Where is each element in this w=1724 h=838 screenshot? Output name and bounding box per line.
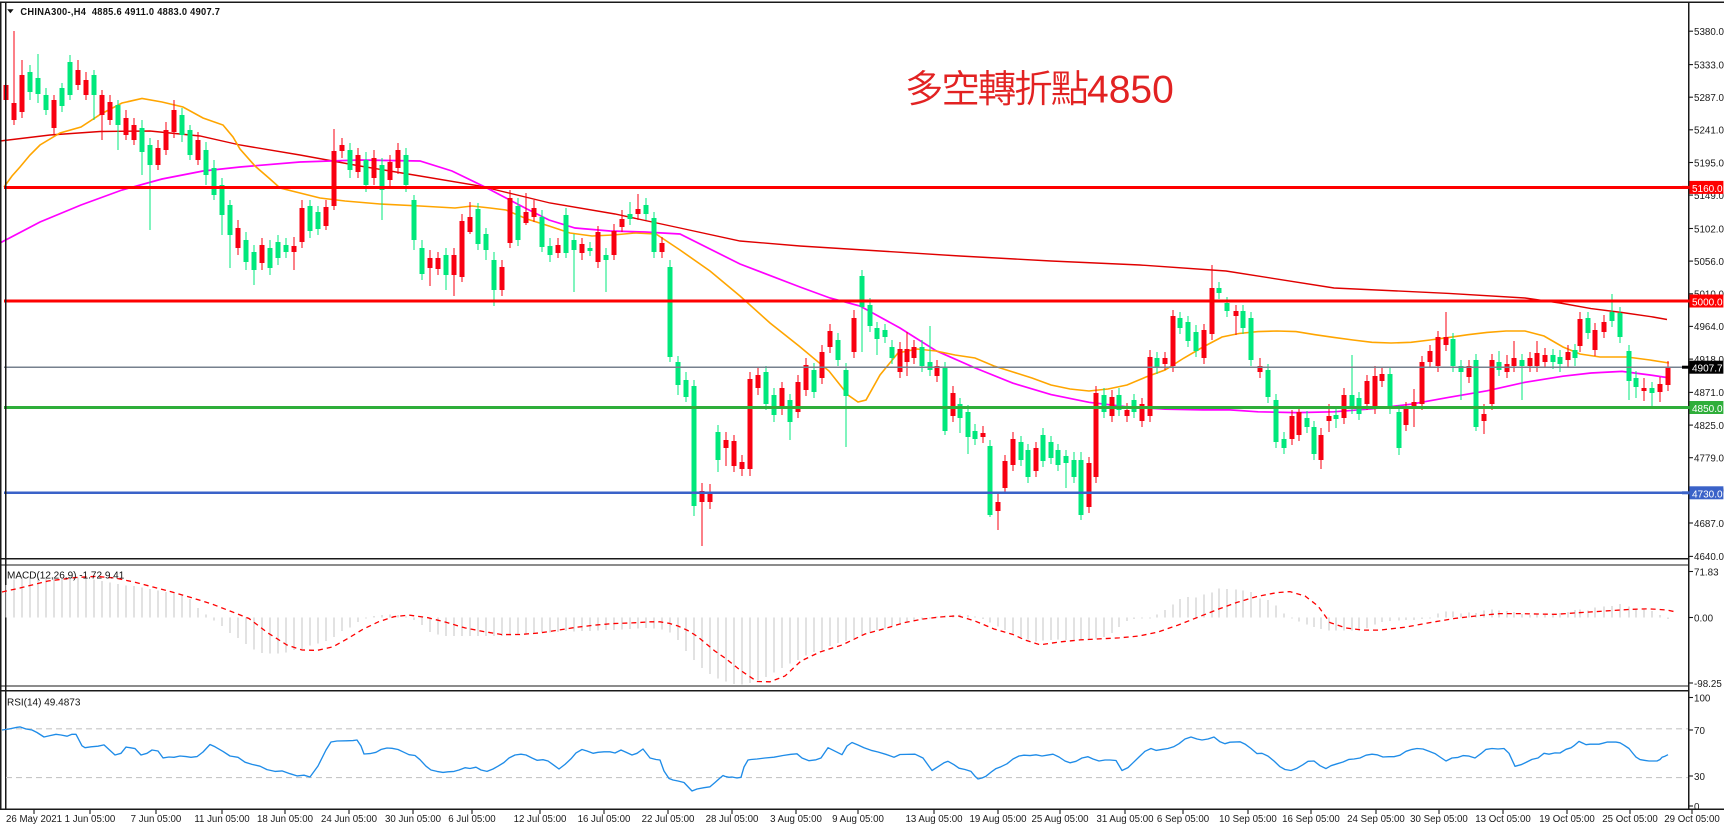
svg-text:30 Jun 05:00: 30 Jun 05:00 xyxy=(385,814,442,825)
svg-text:30 Sep 05:00: 30 Sep 05:00 xyxy=(1410,814,1468,825)
svg-text:13 Aug 05:00: 13 Aug 05:00 xyxy=(905,814,963,825)
svg-text:71.83: 71.83 xyxy=(1694,567,1719,578)
svg-text:4850.0: 4850.0 xyxy=(1692,404,1723,415)
svg-text:5287.0: 5287.0 xyxy=(1694,93,1724,104)
svg-text:6 Sep 05:00: 6 Sep 05:00 xyxy=(1157,814,1210,825)
svg-text:28 Jul 05:00: 28 Jul 05:00 xyxy=(706,814,759,825)
svg-text:29 Oct 05:00: 29 Oct 05:00 xyxy=(1664,814,1720,825)
svg-text:26 May 2021: 26 May 2021 xyxy=(6,814,62,825)
svg-text:22 Jul 05:00: 22 Jul 05:00 xyxy=(642,814,695,825)
svg-text:4687.0: 4687.0 xyxy=(1694,519,1724,530)
svg-text:5380.0: 5380.0 xyxy=(1694,27,1724,38)
svg-text:25 Oct 05:00: 25 Oct 05:00 xyxy=(1602,814,1658,825)
svg-text:31 Aug 05:00: 31 Aug 05:00 xyxy=(1096,814,1154,825)
svg-text:0.00: 0.00 xyxy=(1694,613,1714,624)
svg-text:24 Jun 05:00: 24 Jun 05:00 xyxy=(321,814,378,825)
svg-text:1 Jun 05:00: 1 Jun 05:00 xyxy=(65,814,116,825)
svg-text:25 Aug 05:00: 25 Aug 05:00 xyxy=(1031,814,1089,825)
svg-text:19 Aug 05:00: 19 Aug 05:00 xyxy=(969,814,1027,825)
svg-text:5241.0: 5241.0 xyxy=(1694,126,1724,137)
svg-text:5333.0: 5333.0 xyxy=(1694,60,1724,71)
svg-text:5160.0: 5160.0 xyxy=(1692,184,1723,195)
svg-text:9 Aug 05:00: 9 Aug 05:00 xyxy=(832,814,884,825)
svg-text:5056.0: 5056.0 xyxy=(1694,257,1724,268)
svg-text:30: 30 xyxy=(1694,772,1705,783)
svg-text:MACD(12,26,9) -1.72 9.41: MACD(12,26,9) -1.72 9.41 xyxy=(7,571,125,582)
svg-text:5000.0: 5000.0 xyxy=(1692,298,1723,309)
svg-text:5195.0: 5195.0 xyxy=(1694,158,1724,169)
svg-text:4825.0: 4825.0 xyxy=(1694,421,1724,432)
svg-text:4730.0: 4730.0 xyxy=(1692,489,1723,500)
svg-text:4850: 4850 xyxy=(1087,68,1174,111)
svg-text:18 Jun 05:00: 18 Jun 05:00 xyxy=(257,814,314,825)
svg-text:5149.0: 5149.0 xyxy=(1694,191,1724,202)
svg-text:-98.25: -98.25 xyxy=(1694,679,1722,690)
svg-text:19 Oct 05:00: 19 Oct 05:00 xyxy=(1539,814,1595,825)
svg-text:11 Jun 05:00: 11 Jun 05:00 xyxy=(194,814,250,825)
svg-text:100: 100 xyxy=(1694,693,1711,704)
svg-text:4907.7: 4907.7 xyxy=(1692,364,1723,375)
svg-text:4640.0: 4640.0 xyxy=(1694,552,1724,563)
svg-text:6 Jul 05:00: 6 Jul 05:00 xyxy=(448,814,496,825)
svg-text:4779.0: 4779.0 xyxy=(1694,454,1724,465)
svg-text:3 Aug 05:00: 3 Aug 05:00 xyxy=(770,814,822,825)
svg-text:10 Sep 05:00: 10 Sep 05:00 xyxy=(1219,814,1277,825)
svg-text:4918.0: 4918.0 xyxy=(1694,355,1724,366)
svg-text:16 Jul 05:00: 16 Jul 05:00 xyxy=(578,814,631,825)
svg-text:4964.0: 4964.0 xyxy=(1694,322,1724,333)
svg-text:16 Sep 05:00: 16 Sep 05:00 xyxy=(1282,814,1340,825)
svg-text:0: 0 xyxy=(1694,802,1700,813)
svg-text:RSI(14) 49.4873: RSI(14) 49.4873 xyxy=(7,698,81,709)
svg-text:13 Oct 05:00: 13 Oct 05:00 xyxy=(1475,814,1531,825)
svg-text:4871.0: 4871.0 xyxy=(1694,388,1724,399)
svg-text:CHINA300-,H4 4885.6 4911.0 48: CHINA300-,H4 4885.6 4911.0 4883.0 4907.7 xyxy=(20,7,220,18)
svg-text:24 Sep 05:00: 24 Sep 05:00 xyxy=(1347,814,1405,825)
svg-text:5102.0: 5102.0 xyxy=(1694,224,1724,235)
svg-text:7 Jun 05:00: 7 Jun 05:00 xyxy=(131,814,182,825)
svg-text:12 Jul 05:00: 12 Jul 05:00 xyxy=(514,814,567,825)
svg-text:70: 70 xyxy=(1694,726,1705,737)
